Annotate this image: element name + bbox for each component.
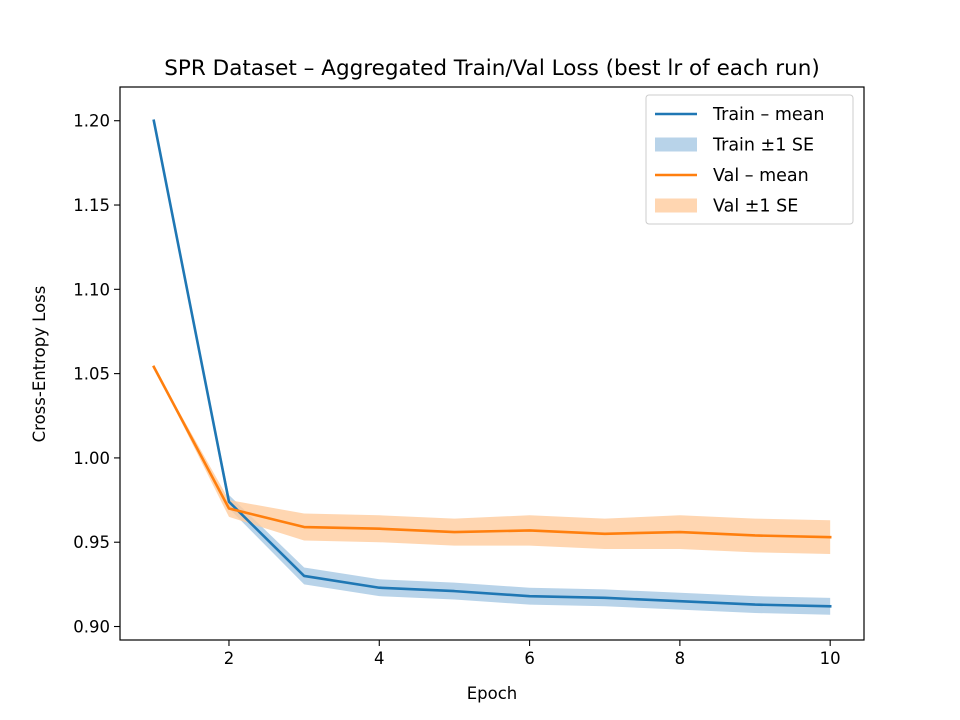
- y-tick-label: 0.90: [73, 618, 110, 637]
- series-lines: [152, 119, 832, 608]
- plot-frame: [119, 86, 865, 641]
- x-tick-label: 6: [524, 649, 535, 668]
- y-tick-label: 1.15: [73, 196, 110, 215]
- y-tick-label: 1.05: [73, 365, 110, 384]
- val-mean-line: [152, 365, 832, 539]
- train-mean-line: [152, 119, 832, 608]
- legend-swatch-train-1-se: [655, 137, 697, 152]
- legend: Train – mean Train ±1 SE Val – mean Val ±1 …: [645, 94, 854, 225]
- y-tick-label: 1.10: [73, 280, 110, 299]
- legend-frame: [645, 94, 854, 225]
- y-tick-label: 1.20: [73, 112, 110, 131]
- y-tick-label: 1.00: [73, 449, 110, 468]
- x-tick-label: 4: [374, 649, 385, 668]
- y-axis-label: Cross-Entropy Loss: [30, 286, 49, 443]
- x-tick-label: 2: [224, 649, 235, 668]
- legend-label-val-1-se: Val ±1 SE: [713, 197, 798, 217]
- legend-label-val-mean: Val – mean: [713, 166, 809, 186]
- x-axis-ticks: 2 4 6 8 10: [224, 640, 841, 668]
- y-axis-ticks: 0.90 0.95 1.00 1.05 1.10 1.15 1.20: [73, 112, 120, 637]
- legend-label-train-mean: Train – mean: [712, 105, 825, 125]
- y-tick-label: 0.95: [73, 533, 110, 552]
- legend-swatch-val-1-se: [655, 198, 697, 213]
- x-axis-label: Epoch: [467, 684, 518, 703]
- legend-label-train-1-se: Train ±1 SE: [712, 136, 814, 156]
- chart-title: SPR Dataset – Aggregated Train/Val Loss …: [164, 56, 820, 81]
- x-tick-label: 10: [820, 649, 841, 668]
- x-tick-label: 8: [675, 649, 686, 668]
